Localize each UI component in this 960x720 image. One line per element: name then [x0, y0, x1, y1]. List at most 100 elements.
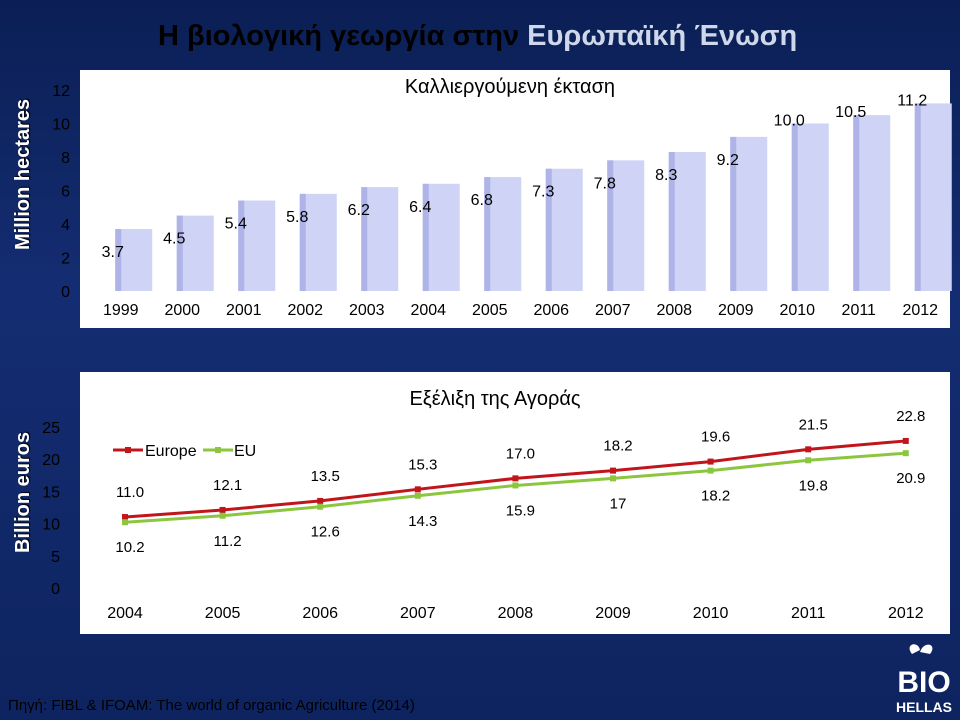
line-data-label-eu: 20.9	[896, 470, 925, 487]
line-chart-x-tick: 2007	[400, 605, 436, 622]
bar-value-label: 6.8	[471, 192, 493, 209]
line-data-label-eu: 14.3	[408, 513, 437, 530]
line-chart-y-tick: 20	[42, 452, 60, 469]
line-chart-x-tick: 2006	[302, 605, 338, 622]
bar-chart-y-tick: 4	[61, 217, 70, 234]
line-chart-x-tick: 2009	[595, 605, 631, 622]
line-chart-y-tick: 15	[42, 484, 60, 501]
page-title-accent: Ευρωπαϊκή Ένωση	[527, 20, 798, 52]
bar-edge-2001	[238, 200, 245, 291]
bar-edge-2000	[176, 215, 183, 291]
bar-edge-2012	[914, 103, 921, 292]
bar-chart-x-tick: 2007	[595, 302, 631, 319]
bar-chart-x-tick: 2004	[410, 302, 446, 319]
bar-edge-1999	[115, 229, 122, 291]
bar-value-label: 7.3	[532, 184, 554, 201]
logo-text-hellas: HELLAS	[896, 699, 952, 715]
line-data-label-eu: 19.8	[799, 477, 828, 494]
legend-marker-eu	[215, 447, 221, 453]
line-data-label-eu: 15.9	[506, 502, 535, 519]
line-point-europe	[610, 467, 616, 474]
line-data-label-europe: 12.1	[213, 477, 242, 494]
logo-text-bio: BIO	[897, 666, 950, 699]
line-point-europe	[219, 506, 226, 513]
line-point-eu	[610, 475, 616, 482]
line-chart-x-tick: 2004	[107, 605, 143, 622]
bar-chart-x-tick: 2012	[902, 302, 938, 319]
bar-2003	[361, 187, 399, 291]
line-point-europe	[902, 437, 909, 444]
bar-value-label: 3.7	[102, 244, 124, 261]
line-chart-x-tick: 2012	[888, 605, 924, 622]
bar-edge-2011	[853, 115, 860, 291]
line-chart-y-tick: 5	[51, 549, 60, 566]
bar-2002	[299, 193, 337, 291]
line-chart-x-tick: 2008	[498, 605, 534, 622]
bar-chart-x-tick: 2005	[472, 302, 508, 319]
bar-2000	[176, 215, 214, 291]
bar-2004	[422, 183, 460, 291]
bar-chart-x-tick: 2011	[842, 302, 877, 319]
page-title: Η βιολογική γεωργία στην Ευρωπαϊκή Ένωση	[158, 20, 797, 53]
line-point-eu	[707, 467, 714, 474]
bar-chart-x-tick: 1999	[103, 302, 139, 319]
line-data-label-europe: 21.5	[799, 416, 828, 433]
bar-value-label: 10.5	[835, 104, 866, 121]
bar-2008	[668, 151, 706, 291]
bar-chart-y-tick: 2	[61, 251, 70, 268]
line-data-label-eu: 18.2	[701, 488, 730, 505]
line-point-eu	[122, 519, 128, 526]
line-data-label-europe: 22.8	[896, 408, 925, 425]
bar-value-label: 5.4	[225, 216, 247, 233]
bar-value-label: 5.8	[286, 209, 308, 226]
bar-chart-x-tick: 2001	[226, 302, 262, 319]
bar-chart-title: Καλλιεργούμενη έκταση	[405, 76, 615, 98]
line-point-eu	[317, 503, 324, 510]
bar-chart-x-tick: 2003	[349, 302, 385, 319]
bar-chart-x-tick: 2006	[533, 302, 569, 319]
bar-chart-y-tick: 6	[61, 184, 70, 201]
line-point-europe	[707, 458, 714, 465]
bar-2012	[914, 103, 952, 292]
line-data-label-eu: 11.2	[214, 533, 242, 550]
legend-marker-europe	[125, 447, 131, 453]
line-chart-x-tick: 2005	[205, 605, 241, 622]
line-point-eu	[414, 492, 421, 499]
bar-2007	[607, 160, 645, 291]
bar-2006	[545, 168, 583, 291]
source-note: Πηγή: FIBL & IFOAM: The world of organic…	[8, 697, 415, 714]
line-point-eu	[219, 512, 226, 519]
bar-chart-y-tick: 10	[52, 117, 70, 134]
line-data-label-europe: 15.3	[408, 456, 437, 473]
legend-label-europe: Europe	[145, 443, 197, 460]
bar-edge-2002	[299, 193, 306, 291]
line-data-label-europe: 13.5	[311, 468, 340, 485]
bio-hellas-logo: BIO HELLAS	[896, 644, 952, 715]
line-data-label-eu: 17	[610, 495, 627, 512]
line-point-europe	[512, 475, 519, 482]
bar-value-label: 10.0	[774, 113, 805, 130]
page-title-main: Η βιολογική γεωργία στην	[158, 20, 528, 52]
bar-2010	[791, 123, 829, 291]
bar-edge-2007	[607, 160, 614, 291]
bar-value-label: 8.3	[655, 167, 677, 184]
line-point-europe	[122, 514, 128, 521]
line-chart-y-tick: 0	[51, 581, 60, 598]
bar-edge-2010	[791, 123, 798, 291]
line-chart-panel	[80, 372, 950, 634]
line-point-europe	[414, 486, 421, 493]
bar-chart-y-tick: 8	[61, 150, 70, 167]
line-data-label-europe: 18.2	[603, 438, 632, 455]
bar-edge-2008	[668, 151, 675, 291]
line-point-europe	[317, 497, 324, 504]
legend-label-eu: EU	[234, 443, 256, 460]
bar-value-label: 4.5	[163, 231, 185, 248]
bar-chart-y-tick: 0	[61, 284, 70, 301]
bar-chart-x-tick: 2000	[164, 302, 200, 319]
bar-2009	[730, 136, 768, 291]
line-data-label-eu: 12.6	[311, 524, 340, 541]
line-point-eu	[902, 450, 909, 457]
line-chart-title: Εξέλιξη της Αγοράς	[409, 388, 580, 410]
line-point-eu	[512, 482, 519, 489]
